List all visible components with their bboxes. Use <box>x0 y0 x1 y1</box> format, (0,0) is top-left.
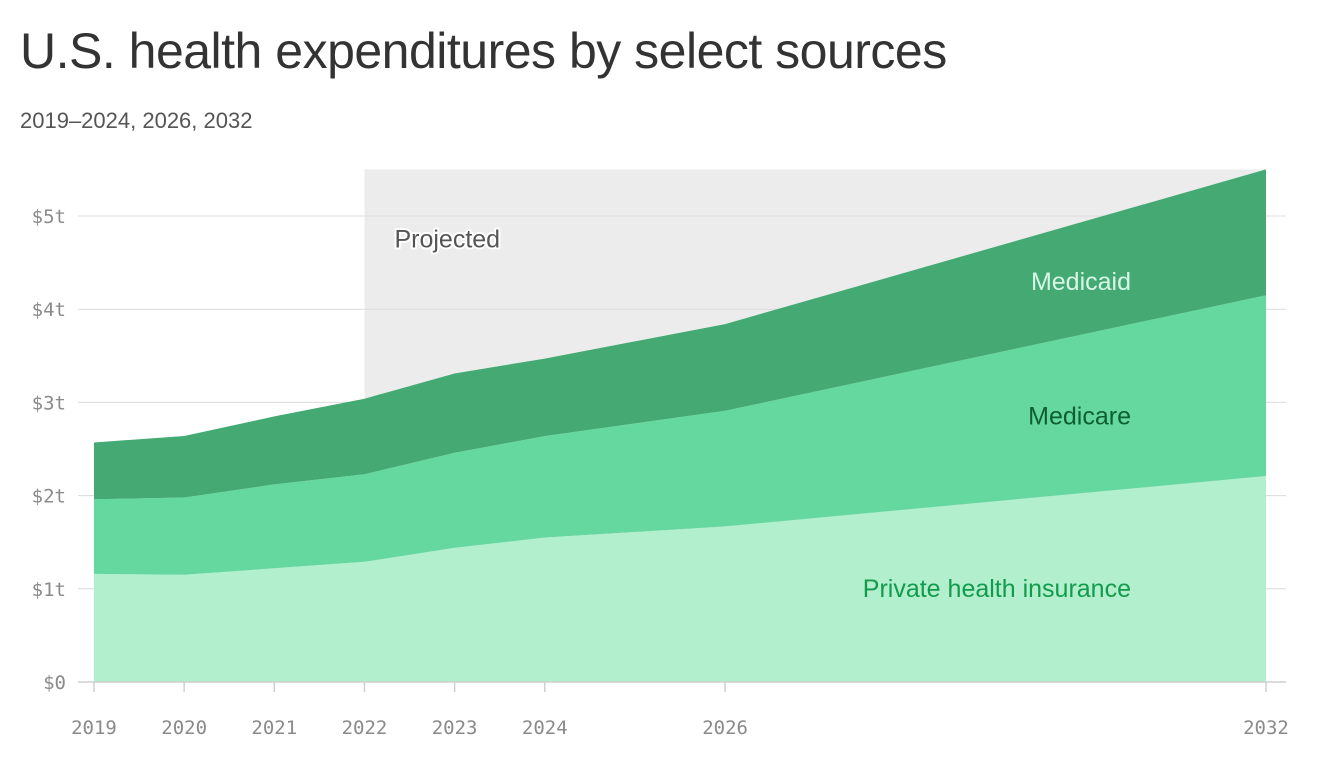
axes: $0 $1t $2t $3t $4t $5t 2019 2020 2021 2022 2023 202… <box>32 206 1289 739</box>
series-label-medicaid: Medicaid <box>1031 268 1131 296</box>
projected-label: Projected <box>394 225 500 253</box>
x-tick-label: 2021 <box>251 717 297 739</box>
chart-title: U.S. health expenditures by select sourc… <box>20 23 947 79</box>
x-tick-label: 2022 <box>342 717 388 739</box>
y-tick-label: $4t <box>32 299 66 321</box>
y-tick-label: $1t <box>32 579 66 601</box>
x-tick-label: 2032 <box>1243 717 1289 739</box>
y-tick-label: $3t <box>32 392 66 414</box>
x-tick-label: 2024 <box>522 717 568 739</box>
y-tick-label: $5t <box>32 206 66 228</box>
x-tick-label: 2026 <box>702 717 748 739</box>
x-tick-label: 2023 <box>432 717 478 739</box>
series-label-medicare: Medicare <box>1028 403 1131 431</box>
x-tick-label: 2020 <box>161 717 207 739</box>
y-tick-label: $0 <box>43 672 66 694</box>
y-tick-label: $2t <box>32 486 66 508</box>
area-medicaid <box>94 169 1266 500</box>
area-medicare <box>94 295 1266 575</box>
series-labels: Projected Private health insurance Medicar… <box>392 223 1131 603</box>
series-areas <box>94 169 1266 682</box>
series-label-private-health-insurance: Private health insurance <box>863 575 1131 603</box>
chart-subtitle: 2019–2024, 2026, 2032 <box>20 108 253 133</box>
x-tick-label: 2019 <box>71 717 117 739</box>
area-private-health-insurance <box>94 476 1266 682</box>
